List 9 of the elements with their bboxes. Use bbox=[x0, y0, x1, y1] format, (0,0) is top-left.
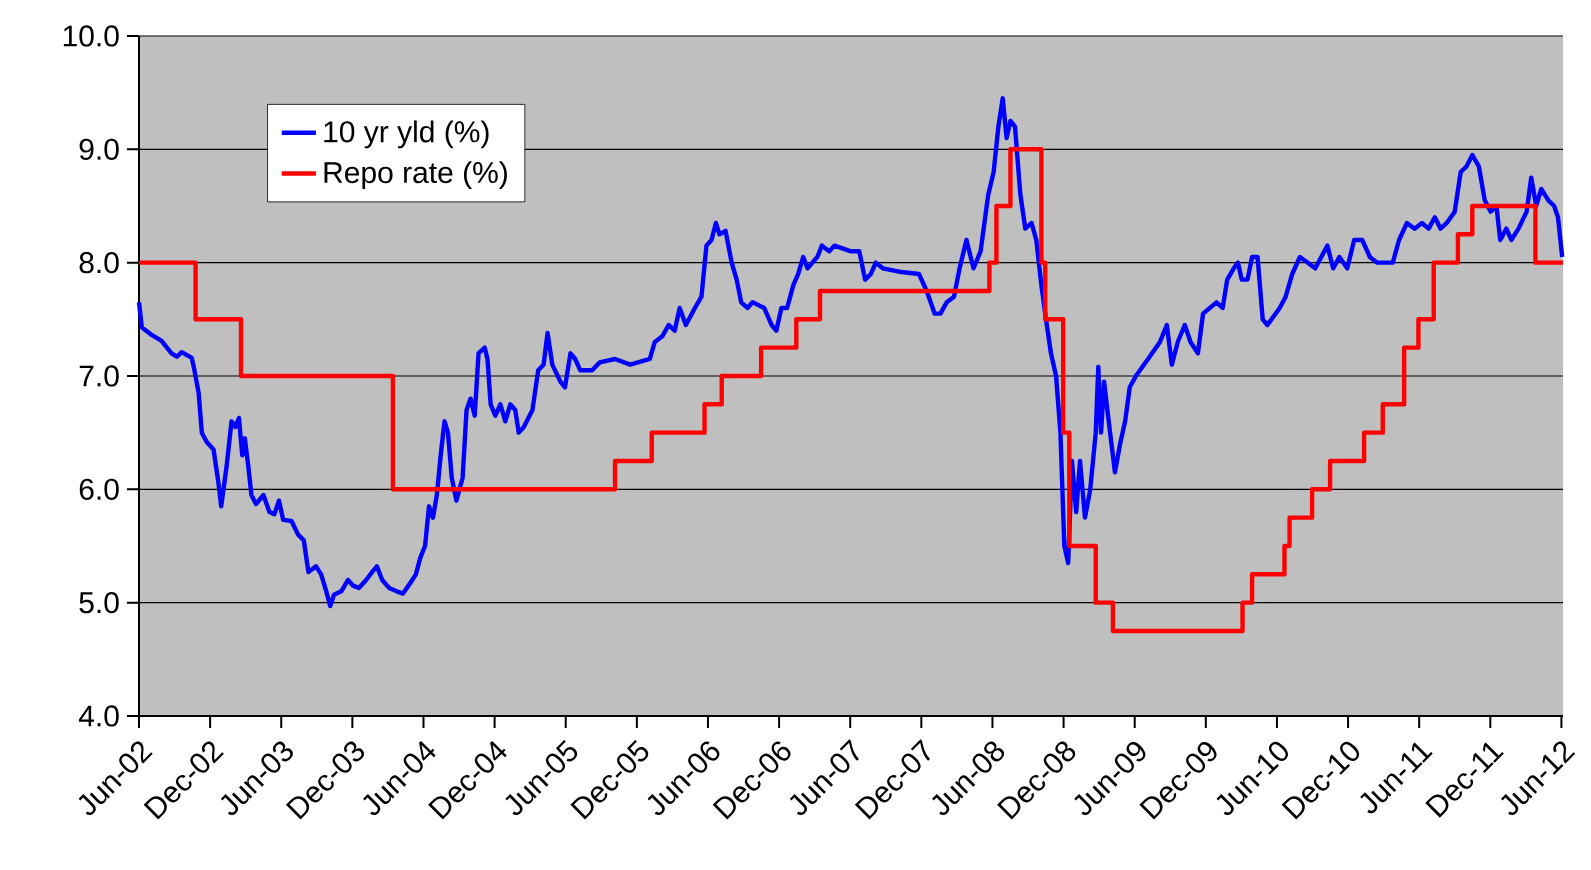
y-tick-label: 4.0 bbox=[78, 705, 119, 727]
y-tick-label: 7.0 bbox=[79, 365, 119, 387]
legend-label: Repo rate (%) bbox=[324, 161, 507, 190]
legend-label: 10 yr yld (%) bbox=[324, 120, 489, 149]
y-tick-label: 8.0 bbox=[79, 252, 119, 274]
y-tick-label: 9.0 bbox=[79, 138, 119, 160]
y-tick-label: 10.0 bbox=[63, 25, 119, 47]
y-tick-label: 5.0 bbox=[79, 592, 119, 614]
y-tick-label: 6.0 bbox=[79, 478, 119, 500]
